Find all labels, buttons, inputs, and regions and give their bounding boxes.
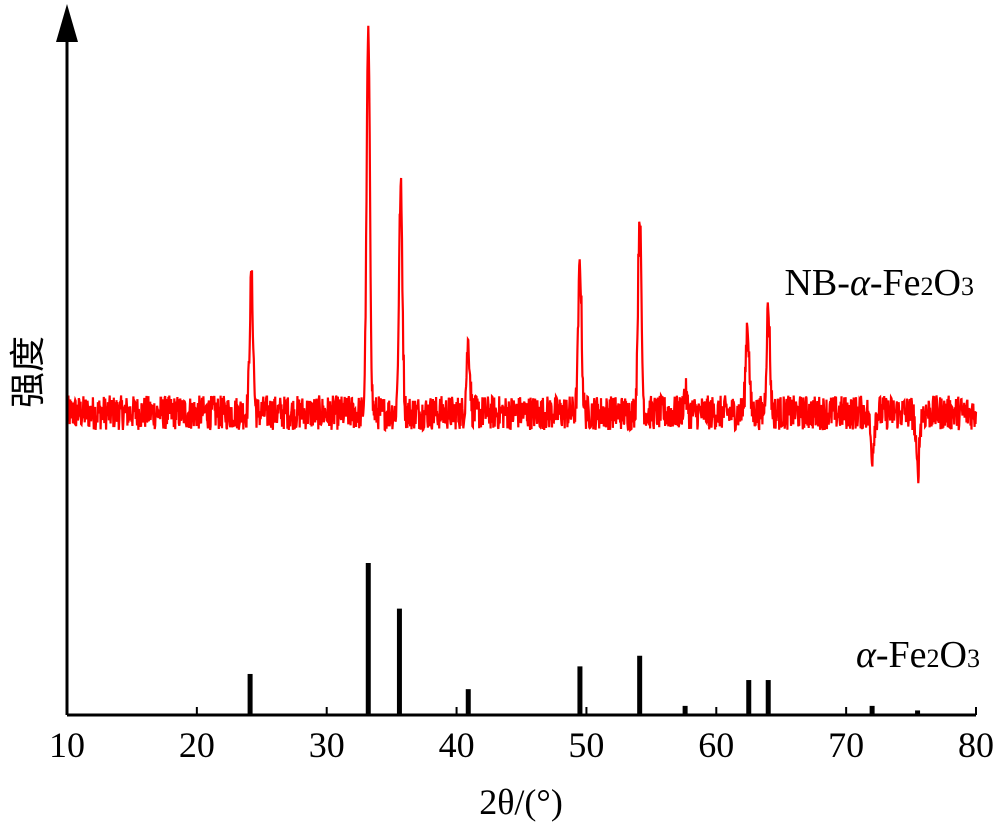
series-label-alpha-fe2o3: α-Fe2O3 — [856, 634, 980, 676]
series-line — [65, 25, 978, 484]
label-o: O — [934, 262, 961, 304]
label-o: O — [940, 634, 967, 676]
plot-area — [65, 25, 978, 715]
x-tick-label: 30 — [309, 725, 345, 765]
axes: 10 20 30 40 50 60 70 80 — [49, 4, 994, 765]
series-alpha-fe2o3-reference — [247, 563, 921, 715]
label-fe: -Fe — [870, 262, 921, 304]
series-nb-alpha-fe2o3 — [65, 25, 978, 484]
x-tick-label: 50 — [568, 725, 604, 765]
label-alpha: α — [856, 634, 877, 676]
label-alpha: α — [850, 262, 871, 304]
x-tick-label: 80 — [958, 725, 994, 765]
x-tick-label: 40 — [439, 725, 475, 765]
y-axis-title: 强度 — [8, 336, 48, 408]
label-sub1: 2 — [927, 644, 940, 673]
x-tick-label: 10 — [49, 725, 85, 765]
series-label-nb-alpha-fe2o3: NB-α-Fe2O3 — [784, 262, 974, 304]
x-tick-label: 70 — [828, 725, 864, 765]
y-axis-arrow-icon — [56, 4, 78, 42]
label-sub2: 3 — [961, 272, 974, 301]
x-axis-title: 2θ/(°) — [479, 782, 563, 822]
x-tick-label: 20 — [179, 725, 215, 765]
label-prefix: NB- — [784, 262, 849, 304]
x-ticks: 10 20 30 40 50 60 70 80 — [49, 707, 994, 765]
x-tick-label: 60 — [698, 725, 734, 765]
label-sub2: 3 — [967, 644, 980, 673]
label-fe: -Fe — [876, 634, 927, 676]
label-sub1: 2 — [921, 272, 934, 301]
